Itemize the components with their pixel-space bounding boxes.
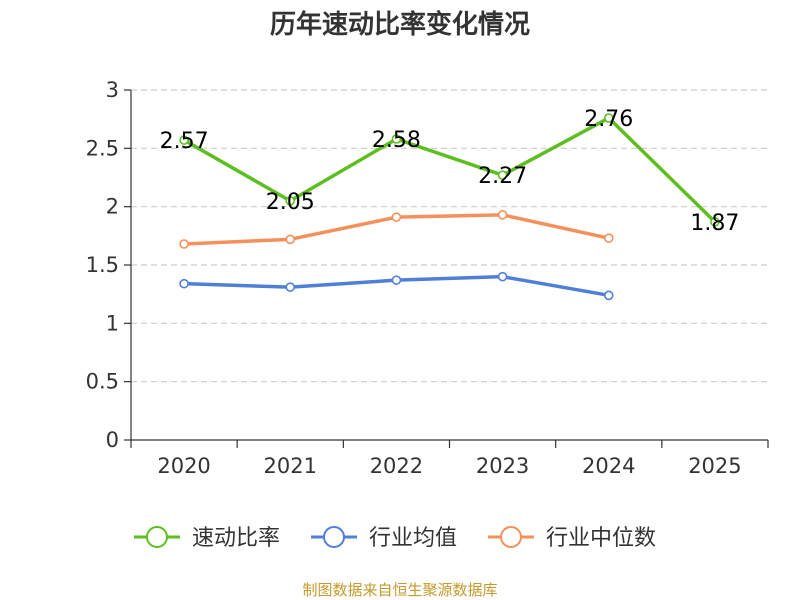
y-tick-label: 0.5 (86, 370, 119, 394)
data-label: 2.05 (266, 190, 315, 215)
data-point (391, 275, 402, 285)
y-tick-label: 1.5 (86, 253, 119, 277)
data-label: 2.27 (478, 164, 527, 189)
x-tick-label: 2020 (157, 454, 210, 478)
legend-swatch-marker (500, 526, 522, 548)
x-tick-label: 2025 (688, 454, 741, 478)
data-point (497, 170, 508, 180)
y-tick-label: 0 (106, 428, 119, 452)
data-point (710, 217, 720, 227)
data-point (285, 282, 296, 292)
source-note: 制图数据来自恒生聚源数据库 (302, 581, 497, 599)
x-tick-label: 2022 (370, 454, 423, 478)
legend-item-2[interactable]: 行业中位数 (488, 526, 656, 551)
data-point (391, 212, 402, 222)
legend-swatch-marker (146, 526, 168, 548)
data-labels: 2.57 2.05 2.58 2.27 2.76 1.87 (160, 107, 740, 236)
y-tick-label: 2 (106, 195, 119, 219)
data-point (603, 113, 614, 123)
data-point (179, 239, 189, 249)
data-point (603, 233, 614, 243)
data-label: 2.57 (160, 129, 209, 154)
series-layer (179, 113, 720, 301)
data-label: 1.87 (690, 211, 739, 236)
data-point (179, 135, 189, 145)
data-label: 2.76 (584, 107, 633, 132)
legend: 速动比率 行业均值 行业中位数 (134, 526, 656, 551)
gridlines (131, 89, 768, 383)
y-tick-label: 3 (106, 78, 119, 102)
legend-label: 行业均值 (369, 526, 457, 551)
chart-title: 历年速动比率变化情况 (270, 9, 530, 40)
y-tick-label: 2.5 (86, 136, 119, 160)
data-point (179, 278, 189, 289)
x-tick-label: 2024 (582, 454, 635, 478)
legend-label: 速动比率 (192, 526, 280, 551)
legend-label: 行业中位数 (546, 526, 656, 551)
x-tick-label: 2021 (264, 454, 317, 478)
legend-swatch-marker (323, 526, 345, 548)
data-point (603, 290, 614, 301)
y-tick-label: 1 (106, 311, 119, 335)
legend-item-1[interactable]: 行业均值 (311, 526, 457, 551)
data-point (497, 271, 508, 282)
x-tick-label: 2023 (476, 454, 529, 478)
series-line-0 (183, 116, 717, 224)
data-point (285, 196, 296, 206)
data-point (391, 134, 402, 144)
legend-item-0[interactable]: 速动比率 (134, 526, 280, 551)
data-point (497, 210, 508, 220)
axes: 0 0.5 1 1.5 2 2.5 3 2020 2021 2022 2023 2024 2025 (86, 78, 769, 478)
data-point (285, 234, 296, 245)
data-label: 2.58 (372, 128, 421, 153)
